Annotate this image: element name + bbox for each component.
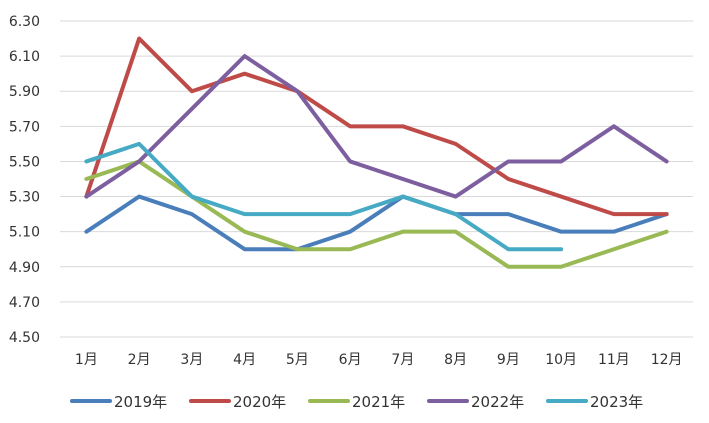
- y-tick-label: 5.50: [9, 154, 40, 170]
- y-tick-label: 4.50: [9, 330, 40, 346]
- legend-label: 2022年: [471, 393, 524, 411]
- x-tick-label: 10月: [545, 352, 577, 368]
- y-tick-label: 6.10: [9, 49, 40, 65]
- series-line-1: [84, 194, 669, 252]
- x-tick-label: 9月: [497, 352, 520, 368]
- legend-label: 2021年: [352, 393, 405, 411]
- y-tick-label: 5.90: [9, 84, 40, 100]
- y-tick-label: 6.30: [9, 14, 40, 30]
- series-line-3: [84, 159, 669, 269]
- series-line-4: [84, 54, 669, 199]
- x-tick-label: 11月: [598, 352, 630, 368]
- y-tick-labels: 4.50 4.70 4.90 5.10 5.30 5.50 5.70 5.90 6.10 6.30: [9, 14, 40, 346]
- x-tick-label: 8月: [444, 352, 467, 368]
- series-layer: [84, 36, 669, 269]
- y-tick-label: 4.90: [9, 260, 40, 276]
- legend-label: 2019年: [114, 393, 167, 411]
- grid-layer: [60, 20, 693, 338]
- x-tick-label: 4月: [233, 352, 256, 368]
- x-tick-label: 7月: [391, 352, 414, 368]
- legend: 2019年 2020年 2021年 2022年 2023年: [70, 393, 643, 411]
- y-tick-label: 4.70: [9, 295, 40, 311]
- legend-label: 2020年: [233, 393, 286, 411]
- y-tick-label: 5.70: [9, 119, 40, 135]
- series-line-2: [84, 36, 669, 217]
- x-tick-label: 1月: [75, 352, 98, 368]
- series-line-5: [84, 141, 564, 252]
- x-tick-label: 3月: [180, 352, 203, 368]
- x-tick-label: 12月: [651, 352, 683, 368]
- x-tick-label: 5月: [286, 352, 309, 368]
- x-tick-label: 2月: [128, 352, 151, 368]
- y-tick-label: 5.30: [9, 190, 40, 206]
- legend-label: 2023年: [590, 393, 643, 411]
- x-tick-label: 6月: [339, 352, 362, 368]
- y-tick-label: 5.10: [9, 225, 40, 241]
- x-tick-labels: 1月 2月 3月 4月 5月 6月 7月 8月 9月 10月 11月 12月: [75, 352, 683, 368]
